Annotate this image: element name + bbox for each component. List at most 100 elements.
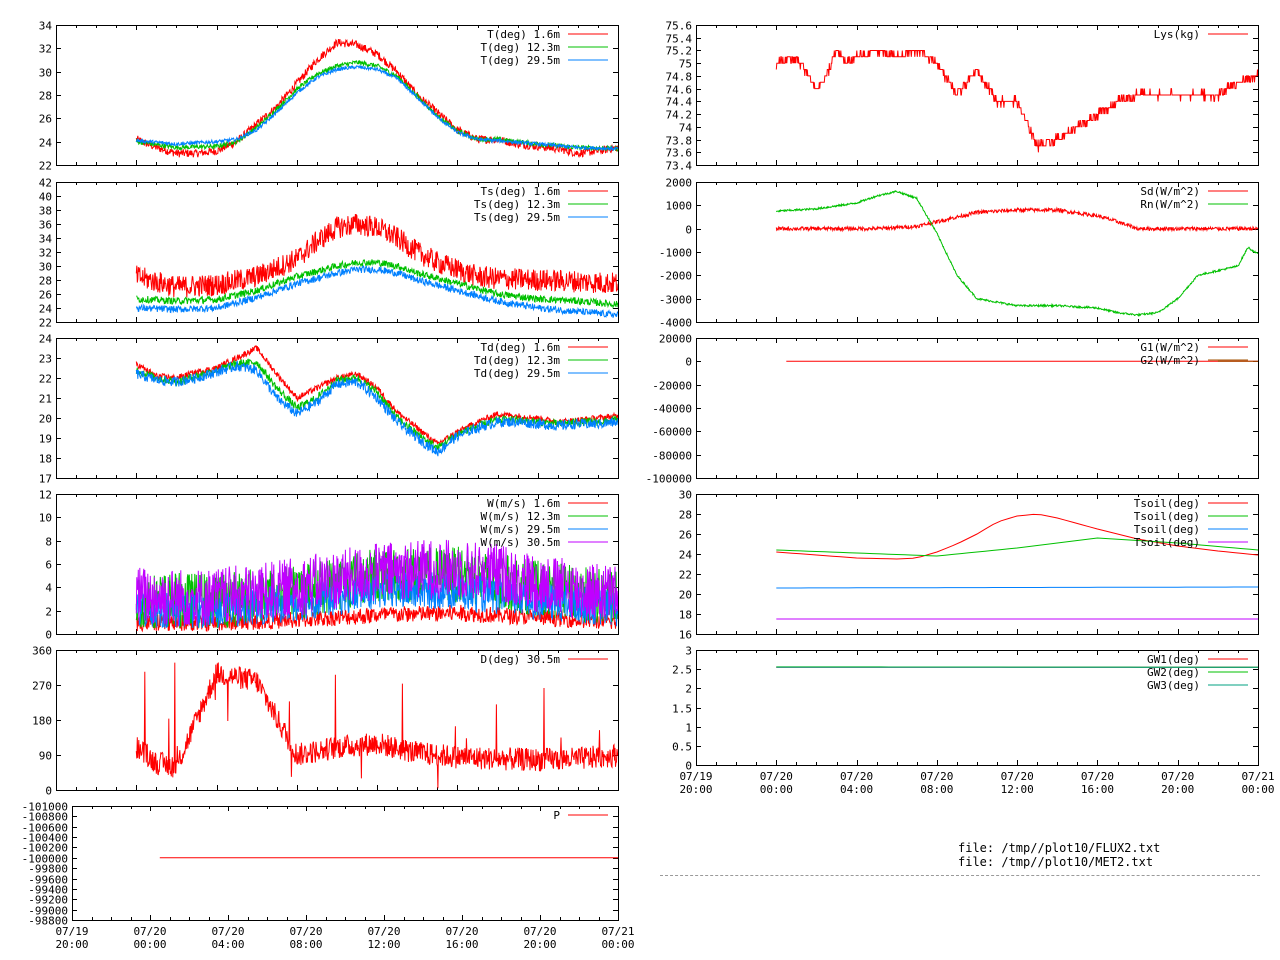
x-tick-time: 00:00 bbox=[1241, 783, 1274, 796]
y-tick-label: 74.4 bbox=[666, 96, 693, 109]
y-tick-label: 26 bbox=[39, 289, 52, 302]
y-tick-label: 32 bbox=[39, 43, 52, 56]
legend-label: W(m/s) 1.6m bbox=[487, 497, 560, 510]
y-tick-label: 28 bbox=[39, 90, 52, 103]
y-tick-label: 1000 bbox=[666, 200, 693, 213]
y-tick-label: 26 bbox=[679, 529, 692, 542]
y-tick-label: 0 bbox=[685, 760, 692, 773]
legend-label: Ts(deg) 1.6m bbox=[481, 185, 561, 198]
legend-label: Tsoil(deg) bbox=[1134, 497, 1200, 510]
panel-lys: 73.473.673.87474.274.474.674.87575.275.4… bbox=[666, 20, 1259, 173]
x-tick-date: 07/20 bbox=[1081, 770, 1114, 783]
y-tick-label: 30 bbox=[39, 67, 52, 80]
y-tick-label: 19 bbox=[39, 433, 52, 446]
x-tick-time: 20:00 bbox=[1161, 783, 1194, 796]
y-tick-label: 74.8 bbox=[666, 71, 693, 84]
y-tick-label: -98800 bbox=[28, 915, 68, 928]
x-tick-date: 07/20 bbox=[1161, 770, 1194, 783]
y-tick-label: 1.5 bbox=[672, 703, 692, 716]
y-tick-label: 4 bbox=[45, 582, 52, 595]
legend-label: T(deg) 1.6m bbox=[487, 28, 560, 41]
x-tick-date: 07/21 bbox=[1241, 770, 1274, 783]
y-tick-label: 22 bbox=[679, 569, 692, 582]
y-tick-label: 0 bbox=[685, 356, 692, 369]
y-tick-label: 360 bbox=[32, 645, 52, 658]
x-tick-date: 07/20 bbox=[920, 770, 953, 783]
x-tick-date: 07/20 bbox=[133, 925, 166, 938]
y-tick-label: 17 bbox=[39, 473, 52, 486]
file-flux: file: /tmp//plot10/FLUX2.txt bbox=[958, 841, 1161, 855]
legend-label: G1(W/m^2) bbox=[1140, 341, 1200, 354]
x-tick-time: 04:00 bbox=[840, 783, 873, 796]
legend-label: GW3(deg) bbox=[1147, 679, 1200, 692]
separator-dashed-line bbox=[660, 875, 1260, 876]
y-tick-label: -99800 bbox=[28, 863, 68, 876]
y-tick-label: 24 bbox=[39, 303, 53, 316]
y-tick-label: -100800 bbox=[22, 811, 68, 824]
legend-label: GW1(deg) bbox=[1147, 653, 1200, 666]
y-tick-label: 26 bbox=[39, 113, 52, 126]
y-tick-label: 0 bbox=[685, 224, 692, 237]
y-tick-label: -100200 bbox=[22, 842, 68, 855]
series-line bbox=[135, 359, 618, 457]
y-tick-label: 74 bbox=[679, 122, 693, 135]
panel-rad: -4000 -3000 -2000 -1000 0 1000 2000 Sd(W/m^2)Rn… bbox=[659, 177, 1259, 330]
x-tick-date: 07/19 bbox=[679, 770, 712, 783]
x-tick-date: 07/20 bbox=[1001, 770, 1034, 783]
y-tick-label: -2000 bbox=[659, 270, 692, 283]
y-tick-label: -4000 bbox=[659, 317, 692, 330]
y-tick-label: 73.6 bbox=[666, 147, 693, 160]
y-tick-label: -99200 bbox=[28, 894, 68, 907]
y-tick-label: -3000 bbox=[659, 294, 692, 307]
legend-label: Sd(W/m^2) bbox=[1140, 185, 1200, 198]
panel-dir: 0 90 180 270 360 D(deg) 30.5m bbox=[32, 645, 619, 798]
legend-label: Lys(kg) bbox=[1154, 28, 1200, 41]
legend-label: Rn(W/m^2) bbox=[1140, 198, 1200, 211]
y-tick-label: 22 bbox=[39, 373, 52, 386]
y-tick-label: 30 bbox=[679, 489, 692, 502]
series-line bbox=[776, 586, 1258, 589]
legend-label: W(m/s) 30.5m bbox=[481, 536, 561, 549]
y-tick-label: 34 bbox=[39, 20, 53, 33]
series-line bbox=[776, 537, 1258, 557]
legend-label: Tsoil(deg) bbox=[1134, 536, 1200, 549]
series-line bbox=[776, 513, 1258, 560]
y-tick-label: 21 bbox=[39, 393, 52, 406]
y-tick-label: -100000 bbox=[22, 853, 68, 866]
y-tick-label: 75.2 bbox=[666, 45, 693, 58]
y-tick-label: 3 bbox=[685, 645, 692, 658]
y-tick-label: 30 bbox=[39, 261, 52, 274]
y-tick-label: 8 bbox=[45, 536, 52, 549]
plot-frame bbox=[72, 806, 619, 921]
series-line bbox=[775, 189, 1258, 317]
legend-label: T(deg) 12.3m bbox=[481, 41, 561, 54]
y-tick-label: 73.4 bbox=[666, 160, 693, 173]
y-tick-label: -40000 bbox=[652, 403, 692, 416]
y-tick-label: 40 bbox=[39, 191, 52, 204]
y-tick-label: 0 bbox=[45, 629, 52, 642]
x-tick-time: 00:00 bbox=[760, 783, 793, 796]
panel-tsoil: 1618202224262830Tsoil(deg)Tsoil(deg)Tsoi… bbox=[679, 489, 1259, 642]
panel-temp: 22 24 26 28 30 32 34 T(deg) 1.6mT(deg) 12.3mT(d… bbox=[39, 20, 619, 173]
y-tick-label: 34 bbox=[39, 233, 53, 246]
x-tick-date: 07/20 bbox=[211, 925, 244, 938]
series-line bbox=[135, 59, 618, 153]
x-tick-time: 04:00 bbox=[211, 938, 244, 951]
legend-label: D(deg) 30.5m bbox=[481, 653, 561, 666]
y-tick-label: -80000 bbox=[652, 450, 692, 463]
x-tick-date: 07/20 bbox=[367, 925, 400, 938]
x-tick-date: 07/20 bbox=[289, 925, 322, 938]
y-tick-label: 20 bbox=[679, 589, 692, 602]
legend-label: G2(W/m^2) bbox=[1140, 354, 1200, 367]
y-tick-label: -60000 bbox=[652, 426, 692, 439]
panel-wind: 0 2 4 6 8 10 12 W(m/s) 1.6mW(m/s) 12.3mW(m/s) 2… bbox=[39, 489, 619, 642]
y-tick-label: 74.6 bbox=[666, 84, 693, 97]
series-line bbox=[135, 38, 618, 158]
x-tick-date: 07/20 bbox=[445, 925, 478, 938]
legend-label: Ts(deg) 29.5m bbox=[474, 211, 560, 224]
y-tick-label: 0 bbox=[45, 785, 52, 798]
legend-label: Tsoil(deg) bbox=[1134, 523, 1200, 536]
series-line bbox=[775, 206, 1258, 233]
